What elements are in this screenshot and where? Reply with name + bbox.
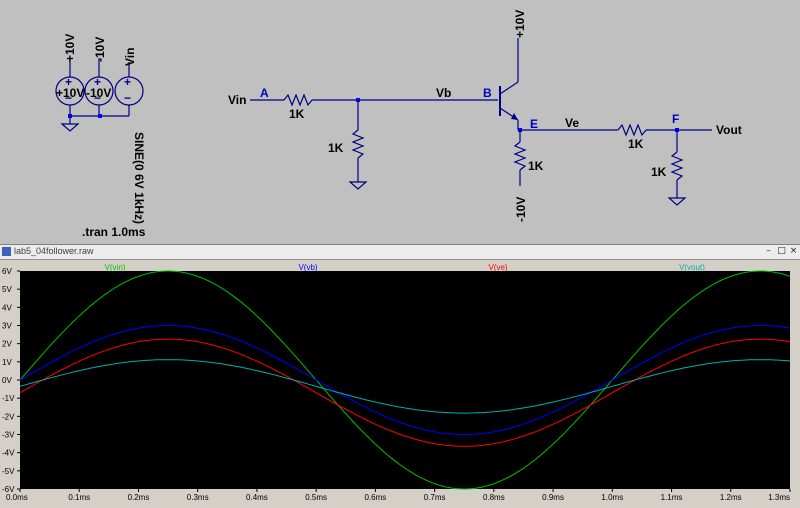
source-label-minus10v: -10V xyxy=(93,37,107,62)
ground-icon xyxy=(60,123,80,132)
legend-item[interactable]: V(vb) xyxy=(298,263,317,272)
x-tick-label: 1.0ms xyxy=(601,493,623,502)
y-tick-label: -5V xyxy=(2,467,15,476)
waveform-window[interactable]: lab5_04follower.raw – □ × 6V 5V 4V 3V 2V 1V 0V… xyxy=(0,244,800,508)
resistor-r1-value: 1K xyxy=(289,107,305,121)
sine-spec[interactable]: SINE(0 6V 1kHz) xyxy=(132,132,146,224)
legend-item[interactable]: V(ve) xyxy=(488,263,507,272)
source-label-vin: Vin xyxy=(123,48,137,66)
resistor-r3[interactable] xyxy=(513,141,527,171)
resistor-r4-value: 1K xyxy=(628,137,644,151)
supply-label-vee: -10V xyxy=(514,197,528,222)
x-tick-label: 0.5ms xyxy=(305,493,327,502)
minimize-icon[interactable]: – xyxy=(766,246,771,256)
source-value-plus10v: +10V xyxy=(56,86,84,100)
x-tick-label: 0.6ms xyxy=(364,493,386,502)
svg-text:+: + xyxy=(124,75,131,89)
y-tick-label: 2V xyxy=(2,340,12,349)
trace-vvb[interactable] xyxy=(19,325,791,435)
x-tick-label: 0.9ms xyxy=(542,493,564,502)
legend-item[interactable]: V(vout) xyxy=(679,263,705,272)
y-tick-label: 1V xyxy=(2,358,12,367)
resistor-r2-value: 1K xyxy=(328,141,344,155)
legend-item[interactable]: V(vin) xyxy=(105,263,126,272)
node-label-e: E xyxy=(530,117,538,131)
node-label-f: F xyxy=(672,112,679,126)
tran-directive[interactable]: .tran 1.0ms xyxy=(82,225,146,239)
svg-text:−: − xyxy=(94,91,101,105)
plus-sign-icon: + xyxy=(65,75,72,89)
trace-vve[interactable] xyxy=(19,338,791,447)
x-tick-label: 1.3ms xyxy=(768,493,790,502)
x-tick-label: 0.0ms xyxy=(6,493,28,502)
maximize-icon[interactable]: □ xyxy=(777,246,786,256)
y-tick-label: -3V xyxy=(2,431,15,440)
plot-area[interactable] xyxy=(20,271,790,489)
resistor-r5[interactable] xyxy=(670,151,684,181)
net-label-vin: Vin xyxy=(228,93,246,107)
resistor-r5-value: 1K xyxy=(651,165,667,179)
x-axis: 0.0ms 0.1ms 0.2ms 0.3ms 0.4ms 0.5ms 0.6ms 0.7ms… xyxy=(6,489,791,502)
transistor-npn[interactable] xyxy=(499,81,519,121)
voltage-source-minus10v[interactable]: + − xyxy=(84,58,114,116)
x-tick-label: 0.7ms xyxy=(424,493,446,502)
voltage-source-vin[interactable]: + − xyxy=(114,62,144,116)
y-tick-label: 4V xyxy=(2,303,12,312)
trace-vvout[interactable] xyxy=(19,359,791,414)
traces xyxy=(19,270,791,490)
net-label-ve: Ve xyxy=(565,116,579,130)
y-tick-label: -6V xyxy=(2,485,15,494)
svg-text:+: + xyxy=(94,75,101,89)
ground-icon xyxy=(667,197,687,206)
net-label-vb: Vb xyxy=(436,86,451,100)
ground-icon xyxy=(348,181,368,190)
y-tick-label: 6V xyxy=(2,267,12,276)
y-tick-label: 0V xyxy=(2,376,12,385)
x-tick-label: 0.1ms xyxy=(68,493,90,502)
y-tick-label: -1V xyxy=(2,394,15,403)
node-label-a: A xyxy=(260,86,269,100)
x-tick-label: 0.4ms xyxy=(246,493,268,502)
resistor-r1[interactable] xyxy=(283,93,313,107)
minus-sign-icon: − xyxy=(65,91,72,105)
x-tick-label: 1.2ms xyxy=(720,493,742,502)
y-tick-label: -4V xyxy=(2,449,15,458)
y-tick-label: 3V xyxy=(2,322,12,331)
y-tick-label: 5V xyxy=(2,285,12,294)
source-label-plus10v: +10V xyxy=(63,34,77,62)
node-label-b: B xyxy=(483,86,492,100)
svg-text:−: − xyxy=(124,91,131,105)
waveform-title: lab5_04follower.raw xyxy=(14,246,94,256)
waveform-titlebar[interactable]: lab5_04follower.raw – □ × xyxy=(0,245,800,260)
source-value-minus10v: -10V xyxy=(86,86,111,100)
legend[interactable]: V(vin) V(vb) V(ve) V(vout) xyxy=(105,263,706,272)
close-icon[interactable]: × xyxy=(789,246,798,256)
trace-vvin[interactable] xyxy=(19,270,791,490)
x-tick-label: 0.8ms xyxy=(483,493,505,502)
y-axis: 6V 5V 4V 3V 2V 1V 0V -1V -2V -3V -4V -5V -6V xyxy=(2,267,20,494)
x-tick-label: 0.2ms xyxy=(128,493,150,502)
y-tick-label: -2V xyxy=(2,412,15,421)
schematic-canvas[interactable]: + − + − + − +10V -10V Vin +10V -10V SINE… xyxy=(0,0,800,244)
net-label-vout: Vout xyxy=(716,123,742,137)
x-tick-label: 0.3ms xyxy=(187,493,209,502)
resistor-r3-value: 1K xyxy=(528,159,544,173)
supply-label-vcc: +10V xyxy=(513,10,527,38)
resistor-r2[interactable] xyxy=(351,129,365,159)
resistor-r4[interactable] xyxy=(617,123,647,137)
waveform-app-icon xyxy=(2,247,11,256)
x-tick-label: 1.1ms xyxy=(661,493,683,502)
